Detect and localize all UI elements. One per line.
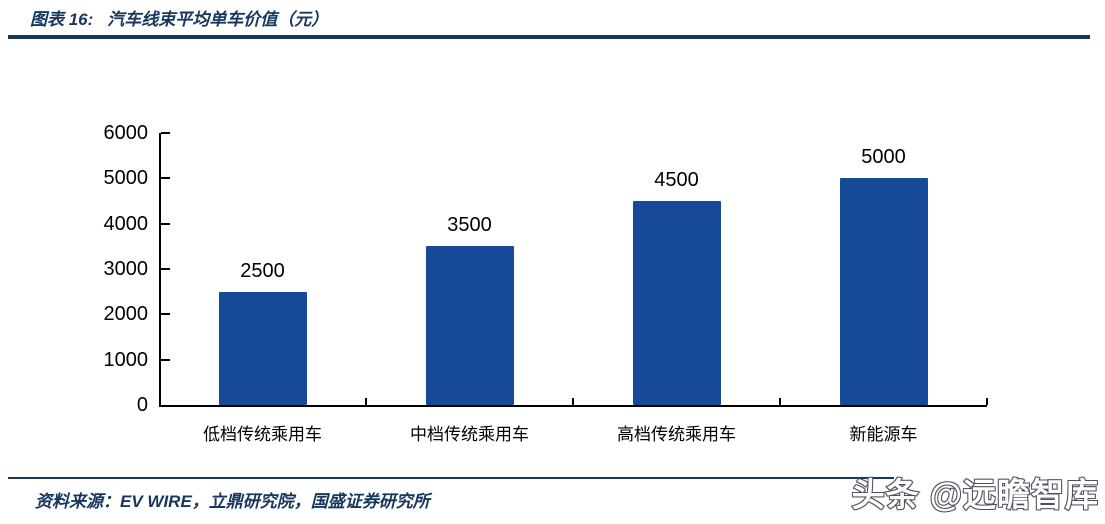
y-axis-label: 0 [136,394,148,416]
x-axis-tick [572,398,574,405]
x-axis-category-label: 低档传统乘用车 [203,425,322,444]
y-axis-tick [161,268,170,270]
y-axis-tick [161,222,170,225]
y-axis-tick [161,358,170,361]
y-axis-label: 2000 [103,303,149,326]
bar [839,178,928,405]
x-axis-category-label: 新能源车 [849,425,918,444]
y-axis-tick [161,177,170,180]
watermark-toutiao-yuanzhan: 头条 @远瞻智库 [851,475,1099,514]
x-axis-tick [365,398,367,405]
figure-number-label: 图表 16: [30,10,94,29]
bar-value-label: 4500 [654,169,699,191]
bar [632,201,721,405]
figure-title: 汽车线束平均单车价值（元） [107,10,329,29]
bar [425,246,514,405]
bar-value-label: 2500 [240,259,285,282]
title-divider [8,35,1090,39]
x-axis-tick [986,398,988,405]
y-axis-tick [161,313,170,316]
y-axis-label: 6000 [103,122,149,144]
x-axis-category-label: 中档传统乘用车 [410,425,529,444]
source-divider [8,477,894,479]
bar-value-label: 5000 [861,146,906,169]
y-axis-label: 5000 [103,167,149,190]
figure-title-row: 图表 16: 汽车线束平均单车价值（元） [30,5,328,30]
bar [218,291,307,405]
y-axis-tick [161,132,170,134]
bar-value-label: 3500 [447,214,492,237]
y-axis-label: 1000 [103,348,149,371]
bar-chart-plot-area [159,133,987,407]
x-axis-category-label: 高档传统乘用车 [617,425,736,444]
y-axis-label: 4000 [103,212,149,235]
y-axis-label: 3000 [103,258,149,280]
source-note: 资料来源：EV WIRE，立鼎研究院，国盛证券研究所 [35,492,430,511]
x-axis-tick [779,398,781,405]
